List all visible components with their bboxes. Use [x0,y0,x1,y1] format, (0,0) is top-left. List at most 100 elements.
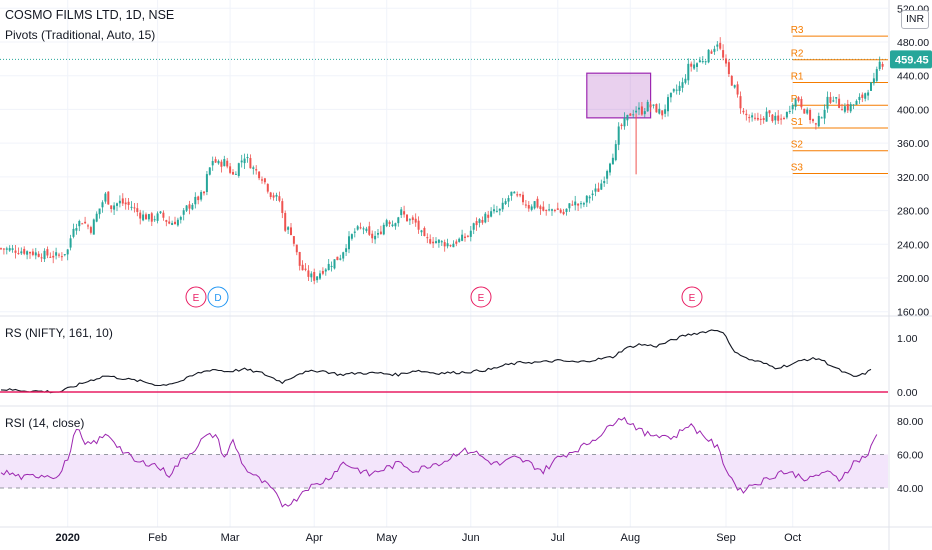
candle-body [745,113,748,116]
rs-indicator-label[interactable]: RS (NIFTY, 161, 10) [5,326,113,340]
candle-body [768,110,771,114]
pivots-indicator-label[interactable]: Pivots (Traditional, Auto, 15) [5,28,156,42]
candle-body [556,208,559,210]
candle-body [281,201,284,213]
candle-body [240,160,243,163]
rsi-indicator-label[interactable]: RSI (14, close) [5,416,85,430]
candle-body [516,194,519,196]
candle-body [664,109,667,114]
candle-body [313,272,316,281]
earnings-event-marker[interactable] [470,286,492,308]
pivot-levels: R3 R2 R1 P S1 S2 S3 [0,25,888,174]
rsi-band [0,454,888,489]
candle-body [519,194,522,196]
candle-body [49,256,52,258]
pivot-label-s3: S3 [791,162,804,173]
time-tick-label: Feb [148,532,167,544]
candle-body [780,118,783,120]
candle-body [275,194,278,197]
candle-body [159,211,162,214]
candle-body [101,202,104,208]
candle-body [156,213,159,221]
candle-body [800,98,803,108]
candle-body [348,236,350,250]
candle-body [237,163,240,176]
candle-body [582,203,585,205]
candle-body [307,270,310,277]
candle-body [461,234,464,241]
candle-body [255,169,258,171]
candle-body [200,192,203,200]
candle-body [829,96,832,103]
earnings-event-marker[interactable] [185,286,207,308]
candle-body [756,117,759,120]
candlesticks[interactable] [0,37,884,285]
candle-body [353,231,356,233]
candle-body [116,203,118,206]
highlight-box [586,72,652,119]
dividend-event-marker[interactable] [207,286,229,308]
candle-body [243,158,246,164]
candle-body [124,202,127,205]
candle-body [867,92,870,96]
candle-body [504,201,507,205]
candle-body [449,245,452,247]
candle-body [89,227,92,233]
candle-body [864,93,867,99]
earnings-event-marker[interactable] [681,286,703,308]
candle-body [690,63,693,67]
candle-body [182,210,185,215]
candle-body [707,49,710,63]
candle-body [368,226,371,235]
candle-body [388,221,391,225]
candle-body [513,191,516,194]
price-tick-label: 240.00 [897,239,929,251]
candle-body [142,214,145,221]
candle-body [5,248,8,250]
event-label: E [193,293,200,304]
candle-body [455,241,458,244]
candle-body [266,184,269,192]
candle-body [687,63,690,81]
candle-body [107,191,110,205]
candle-body [55,252,58,256]
candle-body [524,204,527,206]
candle-body [765,111,768,122]
candle-body [417,220,420,230]
candle-body [110,205,113,210]
candle-body [785,111,788,118]
candle-body [580,203,582,205]
candle-body [78,221,81,227]
candle-body [791,105,794,110]
time-axis[interactable]: 2020 Feb Mar Apr May Jun Jul Aug Sep Oct [55,532,801,544]
price-axis[interactable]: 160.00 200.00 240.00 280.00 320.00 360.00 400.… [890,3,932,495]
candle-body [484,213,487,223]
symbol-title[interactable]: COSMO FILMS LTD, 1D, NSE [5,8,175,22]
rsi-band-fill [0,454,888,488]
candle-body [693,64,696,69]
time-tick-label: 2020 [55,532,79,544]
candle-body [649,104,652,108]
candle-body [713,48,716,52]
candle-body [95,213,98,222]
candle-body [522,194,524,203]
candle-body [617,126,620,145]
time-tick-label: May [376,532,397,544]
candle-body [710,51,713,54]
candle-body [429,239,432,244]
candle-body [701,61,704,63]
currency-badge[interactable]: INR [901,10,929,29]
candle-body [127,201,130,205]
candle-body [23,248,26,254]
candle-body [533,201,536,209]
candle-body [20,251,23,254]
candle-body [472,223,475,230]
candle-body [490,211,493,217]
candle-body [478,219,481,223]
time-tick-label: Oct [784,532,801,544]
candle-body [585,195,588,203]
candle-body [400,209,403,216]
candle-body [838,98,841,108]
